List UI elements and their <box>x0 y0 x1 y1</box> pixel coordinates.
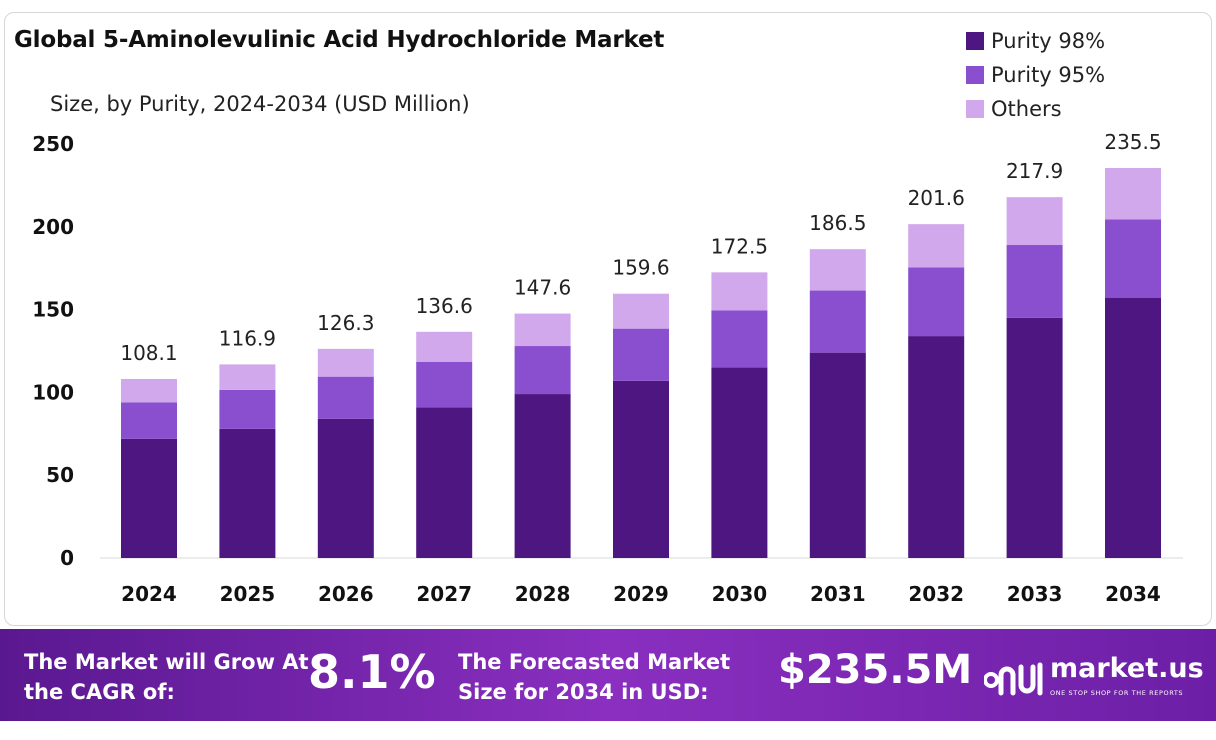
total-label-2034: 235.5 <box>1104 130 1161 154</box>
bar-purity-95--2030 <box>711 310 768 368</box>
bar-others-2031 <box>809 249 866 291</box>
legend-item-purity-95: Purity 95% <box>966 58 1105 92</box>
legend-label-purity-98: Purity 98% <box>991 29 1106 53</box>
legend-label-others: Others <box>991 97 1062 121</box>
x-tick-label-2027: 2027 <box>416 582 472 606</box>
forecast-value: $235.5M <box>778 647 973 693</box>
x-tick-label-2028: 2028 <box>515 582 571 606</box>
footer-banner: The Market will Grow At the CAGR of: 8.1… <box>0 629 1216 721</box>
x-tick-label-2030: 2030 <box>712 582 768 606</box>
bar-purity-98--2028 <box>514 394 571 558</box>
total-label-2033: 217.9 <box>1006 159 1063 183</box>
bar-purity-95--2034 <box>1105 219 1161 299</box>
total-label-2028: 147.6 <box>514 276 571 300</box>
bar-purity-98--2025 <box>219 428 276 558</box>
bar-purity-95--2033 <box>1006 245 1063 318</box>
total-label-2024: 108.1 <box>120 341 177 365</box>
total-label-2027: 136.6 <box>416 294 473 318</box>
brand-tagline: ONE STOP SHOP FOR THE REPORTS <box>1050 689 1184 697</box>
total-label-2032: 201.6 <box>908 186 965 210</box>
y-tick-label: 100 <box>32 380 74 404</box>
legend-label-purity-95: Purity 95% <box>991 63 1106 87</box>
bar-purity-95--2031 <box>809 290 866 353</box>
y-tick-label: 250 <box>32 132 74 156</box>
y-tick-label: 50 <box>46 463 74 487</box>
x-tick-label-2032: 2032 <box>908 582 964 606</box>
bar-others-2025 <box>219 364 276 390</box>
market-us-logo-icon <box>984 662 1043 696</box>
legend-swatch-purity-98 <box>966 32 984 50</box>
bar-purity-98--2034 <box>1105 298 1161 558</box>
bar-purity-98--2032 <box>908 336 965 558</box>
legend-item-others: Others <box>966 92 1105 126</box>
bar-purity-98--2026 <box>317 418 374 558</box>
x-tick-label-2031: 2031 <box>810 582 866 606</box>
bar-others-2033 <box>1006 197 1063 246</box>
bar-others-2030 <box>711 272 768 311</box>
bar-purity-95--2029 <box>613 328 669 381</box>
total-label-2031: 186.5 <box>809 211 866 235</box>
x-tick-label-2026: 2026 <box>318 582 374 606</box>
stacked-bar-chart: 0 50 100 150 200 250 108.1 2024 116.9 2025 126.3 20… <box>32 130 1183 606</box>
bar-others-2028 <box>514 313 571 347</box>
bar-others-2032 <box>908 224 965 268</box>
chart-legend: Purity 98% Purity 95% Others <box>966 24 1105 126</box>
bar-purity-95--2032 <box>908 267 965 337</box>
bar-others-2029 <box>613 293 669 329</box>
y-tick-label: 0 <box>60 546 74 570</box>
bar-others-2026 <box>317 348 374 377</box>
x-tick-label-2024: 2024 <box>121 582 177 606</box>
bar-purity-98--2033 <box>1006 317 1063 558</box>
y-tick-label: 150 <box>32 298 74 322</box>
total-label-2029: 159.6 <box>612 256 669 280</box>
y-tick-label: 200 <box>32 215 74 239</box>
total-label-2025: 116.9 <box>219 326 276 350</box>
cagr-value: 8.1% <box>308 645 436 699</box>
x-tick-label-2034: 2034 <box>1105 582 1161 606</box>
chart-subtitle: Size, by Purity, 2024-2034 (USD Million) <box>50 92 470 116</box>
brand-name: market.us <box>1050 653 1204 684</box>
total-label-2030: 172.5 <box>711 234 768 258</box>
bar-purity-98--2027 <box>416 407 473 558</box>
market-us-logo[interactable]: market.us ONE STOP SHOP FOR THE REPORTS <box>984 653 1204 703</box>
bar-purity-95--2028 <box>514 346 571 395</box>
bar-purity-98--2029 <box>613 380 669 558</box>
bar-purity-95--2026 <box>317 376 374 419</box>
bar-others-2034 <box>1105 168 1161 220</box>
forecast-label: The Forecasted Market Size for 2034 in U… <box>458 650 731 704</box>
cagr-label: The Market will Grow At the CAGR of: <box>24 650 309 704</box>
total-label-2026: 126.3 <box>317 311 374 335</box>
legend-swatch-purity-95 <box>966 66 984 84</box>
bar-purity-95--2027 <box>416 361 473 408</box>
bar-purity-95--2024 <box>121 402 177 439</box>
bar-others-2027 <box>416 331 473 362</box>
legend-item-purity-98: Purity 98% <box>966 24 1105 58</box>
bar-purity-95--2025 <box>219 389 276 429</box>
bar-purity-98--2024 <box>121 438 177 558</box>
chart-title: Global 5-Aminolevulinic Acid Hydrochlori… <box>14 27 665 53</box>
bar-others-2024 <box>121 378 177 403</box>
x-tick-label-2033: 2033 <box>1007 582 1063 606</box>
bar-purity-98--2031 <box>809 352 866 558</box>
legend-swatch-others <box>966 100 984 118</box>
bar-purity-98--2030 <box>711 367 768 558</box>
x-tick-label-2029: 2029 <box>613 582 669 606</box>
x-tick-label-2025: 2025 <box>220 582 276 606</box>
